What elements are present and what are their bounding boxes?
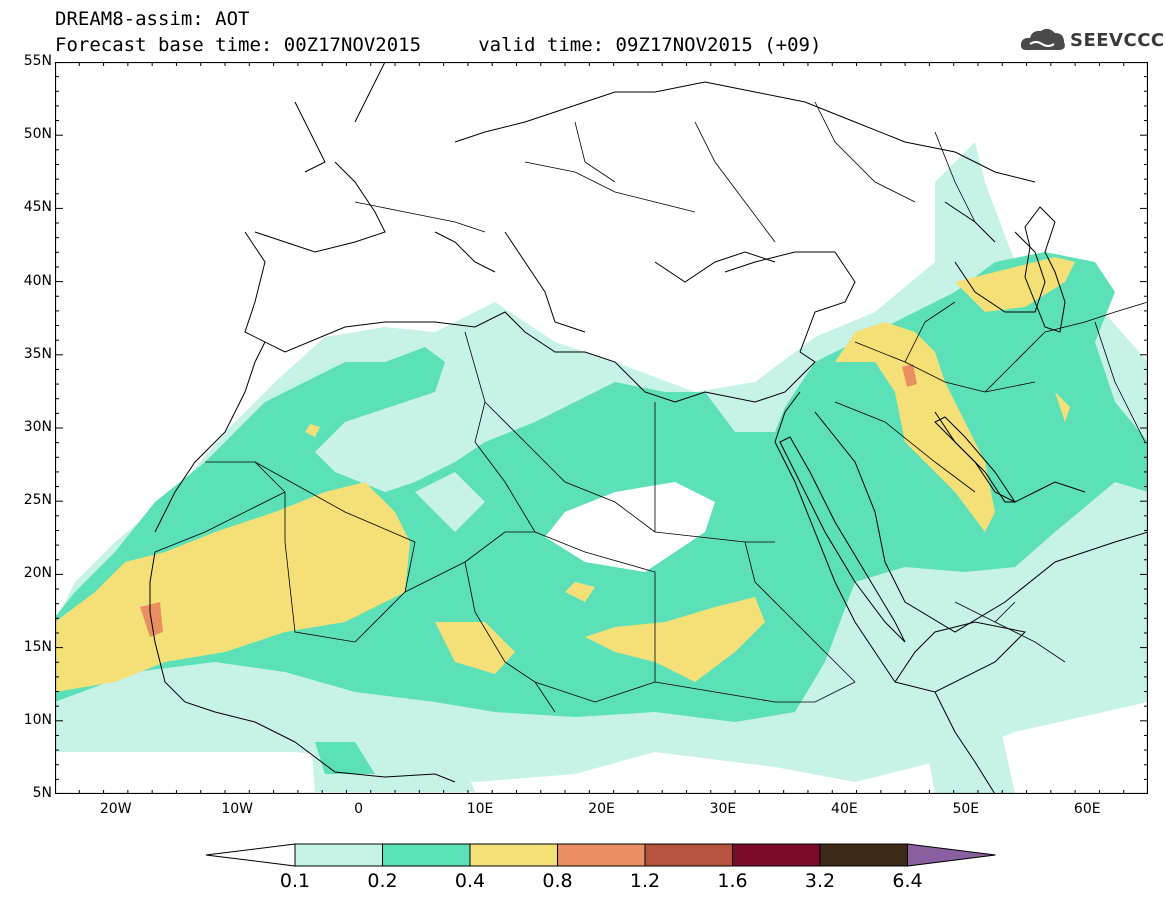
cloud-logo-icon	[1020, 28, 1065, 50]
lat-label: 55N	[23, 53, 52, 69]
colorbar-label: 0.2	[367, 870, 398, 892]
lat-label: 15N	[23, 638, 52, 655]
colorbar-label: 0.8	[542, 870, 573, 892]
country-borders	[154, 101, 1148, 713]
lon-label: 10E	[466, 801, 494, 817]
lat-label: 25N	[23, 492, 52, 509]
colorbar-cell	[644, 843, 733, 867]
colorbar-cell	[469, 843, 558, 867]
lon-label: 10W	[221, 801, 253, 817]
aot-map	[55, 62, 1148, 794]
lat-label: 10N	[23, 711, 52, 728]
colorbar-label: 0.4	[454, 870, 486, 892]
map-title: DREAM8-assim: AOT	[55, 8, 250, 30]
lon-label: 30E	[709, 801, 737, 817]
lat-label: 30N	[23, 419, 52, 435]
caspian-sea	[1024, 206, 1066, 333]
lat-label: 35N	[23, 345, 52, 362]
persian-gulf	[934, 416, 1016, 503]
lon-label: 0	[354, 801, 364, 817]
red-sea	[779, 436, 906, 643]
colorbar-cell	[382, 843, 471, 867]
lat-label: 50N	[23, 126, 52, 143]
colorbar-label: 1.2	[629, 870, 661, 892]
colorbar-cell	[557, 843, 646, 867]
lon-label: 50E	[952, 801, 980, 817]
colorbar-label: 3.2	[804, 870, 836, 892]
map-frame	[55, 62, 1148, 794]
colorbar-cell	[294, 843, 383, 867]
lat-label: 45N	[23, 199, 52, 216]
logo-text: SEEVCCC	[1070, 30, 1165, 51]
lat-label: 40N	[23, 272, 52, 289]
colorbar-cell	[732, 843, 821, 867]
colorbar-upper-arrow	[907, 843, 996, 867]
colorbar-lower-arrow	[205, 843, 296, 867]
lon-label: 60E	[1073, 801, 1101, 817]
aot-clear-patches	[545, 322, 715, 572]
colorbar-cell	[819, 843, 908, 867]
colorbar-label: 6.4	[892, 870, 923, 892]
lat-label: 5N	[32, 785, 52, 801]
lon-label: 20W	[99, 801, 132, 817]
lon-label: 20E	[588, 801, 615, 817]
forecast-time-subtitle: Forecast base time: 00Z17NOV2015 valid t…	[55, 34, 822, 56]
colorbar-label: 0.1	[279, 870, 311, 892]
lon-label: 40E	[831, 801, 858, 817]
lat-label: 20N	[23, 565, 52, 582]
colorbar-label: 1.6	[717, 870, 748, 892]
aot-colorbar	[205, 843, 996, 867]
